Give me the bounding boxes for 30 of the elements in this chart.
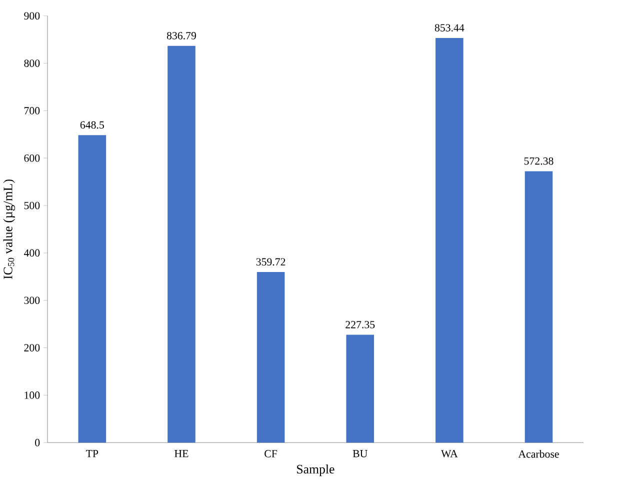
- data-label: 572.38: [524, 157, 554, 165]
- x-tick-label: HE: [174, 450, 188, 458]
- y-tick-label: 800: [24, 60, 40, 67]
- data-label: 648.5: [80, 121, 104, 129]
- y-tick-label: 900: [24, 12, 40, 20]
- bar: [78, 135, 106, 443]
- y-tick-label: 100: [24, 391, 40, 399]
- data-label: 853.44: [434, 24, 464, 32]
- y-axis-title: IC$_{50}$ value (µg/mL): [3, 180, 15, 279]
- bar: [256, 272, 285, 443]
- x-tick-label: WA: [440, 450, 458, 458]
- x-tick-label: Acarbose: [518, 450, 559, 458]
- y-tick-label: 0: [35, 438, 40, 446]
- y-tick-label: 700: [24, 106, 40, 114]
- bar: [524, 171, 553, 443]
- bar: [168, 46, 196, 443]
- bar: [346, 334, 374, 443]
- x-tick-label: BU: [352, 450, 368, 458]
- y-tick-label: 500: [24, 202, 40, 210]
- y-tick-label: 600: [24, 154, 40, 162]
- x-tick-label: CF: [264, 450, 278, 458]
- y-tick-label: 300: [24, 296, 40, 304]
- y-tick-label: 200: [24, 344, 40, 352]
- bar: [436, 38, 464, 443]
- data-label: 359.72: [256, 258, 286, 266]
- data-label: 836.79: [166, 32, 196, 40]
- data-label: 227.35: [346, 320, 375, 328]
- x-tick-label: TP: [86, 450, 98, 458]
- y-tick-label: 400: [24, 249, 40, 257]
- x-axis-title: Sample: [297, 464, 334, 476]
